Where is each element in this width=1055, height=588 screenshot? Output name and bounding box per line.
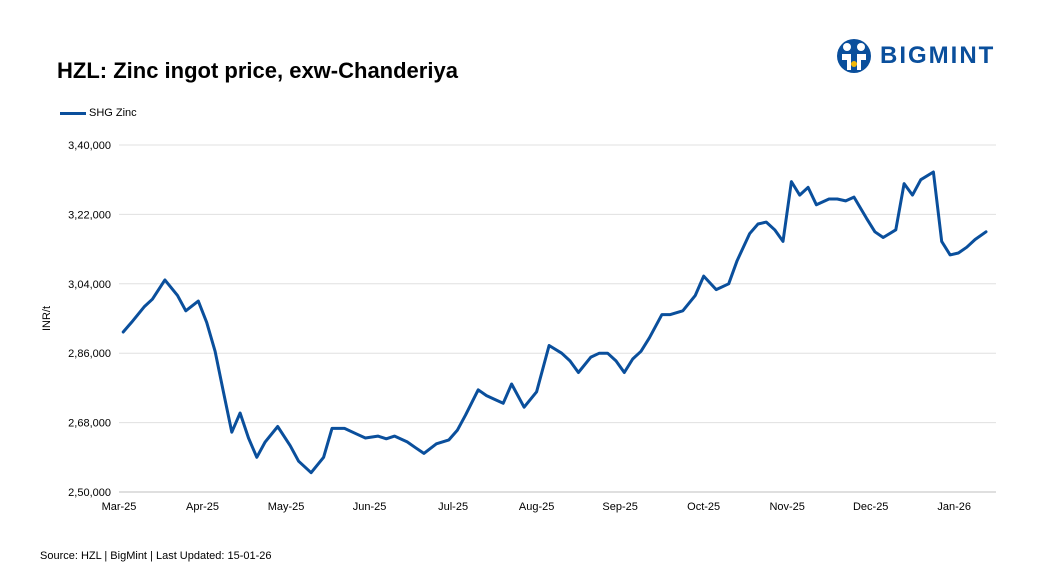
legend-swatch-shg-zinc	[60, 111, 86, 115]
bigmint-logo: BIGMINT	[836, 36, 995, 76]
legend-label-shg-zinc: SHG Zinc	[89, 107, 137, 119]
chart-title: HZL: Zinc ingot price, exw-Chanderiya	[57, 58, 458, 83]
x-tick-label: Jul-25	[438, 501, 468, 513]
y-tick-label: 3,22,000	[68, 209, 111, 221]
y-tick-label: 3,40,000	[68, 140, 111, 152]
x-tick-label: Sep-25	[602, 501, 637, 513]
x-tick-label: Jun-25	[353, 501, 387, 513]
x-tick-label: Apr-25	[186, 501, 219, 513]
x-tick-label: Jan-26	[937, 501, 971, 513]
x-tick-label: Oct-25	[687, 501, 720, 513]
x-tick-label: Aug-25	[519, 501, 554, 513]
x-tick-label: May-25	[268, 501, 305, 513]
y-tick-label: 2,50,000	[68, 487, 111, 499]
y-tick-label: 3,04,000	[68, 279, 111, 291]
y-tick-label: 2,86,000	[68, 348, 111, 360]
source-note: Source: HZL | BigMint | Last Updated: 15…	[40, 550, 272, 562]
y-axis-label: INR/t	[41, 306, 53, 331]
series-line-shg-zinc	[121, 170, 988, 475]
y-tick-label: 2,68,000	[68, 418, 111, 430]
bigmint-logo-icon	[837, 39, 871, 73]
x-tick-label: Nov-25	[769, 501, 804, 513]
chart-legend: SHG Zinc	[60, 107, 137, 119]
x-tick-label: Dec-25	[853, 501, 888, 513]
bigmint-logo-text: BIGMINT	[880, 42, 996, 69]
x-tick-label: Mar-25	[102, 501, 137, 513]
